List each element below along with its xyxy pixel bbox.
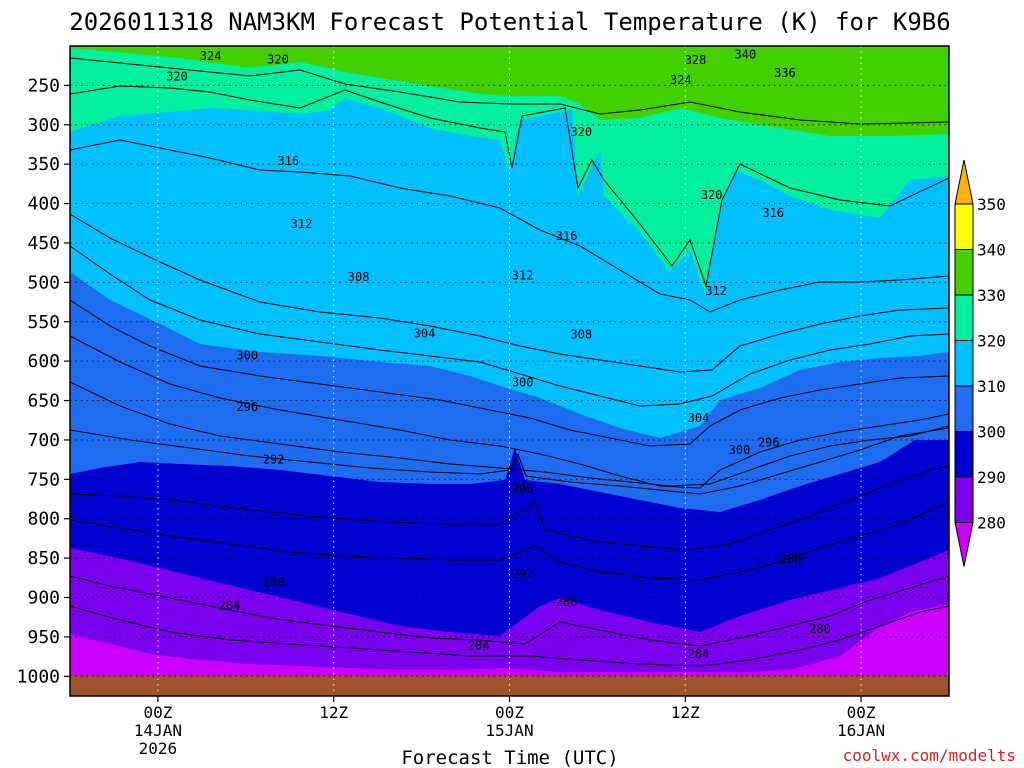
contour-label: 284 bbox=[688, 647, 710, 661]
y-tick-label: 250 bbox=[27, 75, 60, 96]
contour-label: 296 bbox=[758, 435, 780, 449]
chart-title: 2026011318 NAM3KM Forecast Potential Tem… bbox=[69, 8, 950, 36]
colorbar-band bbox=[954, 294, 974, 341]
contour-label: 320 bbox=[701, 188, 723, 202]
band-below-290 bbox=[70, 548, 949, 696]
y-tick-label: 900 bbox=[27, 588, 60, 609]
contour-label: 316 bbox=[556, 229, 578, 243]
contour-label: 284 bbox=[219, 598, 241, 612]
contour-label: 308 bbox=[348, 270, 370, 284]
colorbar-label: 350 bbox=[977, 195, 1006, 214]
grid-lines bbox=[70, 46, 949, 696]
colorbar-label: 310 bbox=[977, 377, 1006, 396]
y-tick-label: 400 bbox=[27, 194, 60, 215]
colorbar-label: 320 bbox=[977, 332, 1006, 351]
plot-area: 324 320 320 328 340 336 324 320 316 320 316 312 316 3… bbox=[70, 46, 949, 696]
contour-label-group: 324 320 320 328 340 336 324 320 316 320 316 312 316 3… bbox=[166, 48, 831, 662]
colorbar-band bbox=[954, 431, 974, 478]
y-tick-label: 800 bbox=[27, 509, 60, 530]
contour-label: 336 bbox=[774, 66, 796, 80]
colorbar-label: 340 bbox=[977, 241, 1006, 260]
contour-label: 304 bbox=[688, 411, 710, 425]
y-tick-label: 600 bbox=[27, 351, 60, 372]
y-tick-label: 500 bbox=[27, 272, 60, 293]
colorbar-band bbox=[954, 249, 974, 296]
y-tick-label: 850 bbox=[27, 548, 60, 569]
colorbar-label: 300 bbox=[977, 423, 1006, 442]
contour-label: 300 bbox=[512, 375, 534, 389]
x-tick-label: 2026 bbox=[139, 739, 178, 758]
colorbar: 280 290 300 310 320 330 340 350 bbox=[954, 159, 1006, 567]
contour-label: 296 bbox=[236, 400, 258, 414]
contour-label: 316 bbox=[762, 206, 784, 220]
contour-label: 312 bbox=[291, 217, 313, 231]
contour-label: 312 bbox=[705, 284, 727, 298]
contour-label: 316 bbox=[277, 154, 299, 168]
y-tick-label: 700 bbox=[27, 430, 60, 451]
contour-label: 324 bbox=[670, 73, 692, 87]
contour-label: 320 bbox=[166, 70, 188, 84]
x-tick-label: 15JAN bbox=[485, 721, 533, 740]
contour-label: 288 bbox=[780, 552, 802, 566]
colorbar-label: 280 bbox=[977, 514, 1006, 533]
colorbar-label: 330 bbox=[977, 286, 1006, 305]
contour-label: 288 bbox=[556, 595, 578, 609]
contour-label: 292 bbox=[263, 453, 285, 467]
colorbar-band bbox=[954, 203, 974, 250]
contour-label: 296 bbox=[512, 482, 534, 496]
y-tick-label: 550 bbox=[27, 312, 60, 333]
colorbar-top-arrow bbox=[954, 159, 974, 205]
x-tick-label: 00Z bbox=[143, 703, 172, 722]
contour-label: 312 bbox=[512, 268, 534, 282]
colorbar-bottom-arrow bbox=[954, 522, 974, 567]
y-tick-label: 650 bbox=[27, 391, 60, 412]
colorbar-band bbox=[954, 476, 974, 523]
y-tick-label: 300 bbox=[27, 115, 60, 136]
contour-label: 308 bbox=[570, 327, 592, 341]
contour-label: 320 bbox=[570, 125, 592, 139]
colorbar-band bbox=[954, 385, 974, 432]
contour-label: 280 bbox=[809, 622, 831, 636]
colorbar-label: 290 bbox=[977, 468, 1006, 487]
contour-label: 320 bbox=[267, 52, 289, 66]
x-tick-label: 12Z bbox=[319, 703, 348, 722]
contour-label: 328 bbox=[685, 53, 707, 67]
contour-label: 304 bbox=[414, 327, 436, 341]
contour-label: 340 bbox=[735, 48, 757, 62]
x-tick-label: 00Z bbox=[495, 703, 524, 722]
y-tick-label: 950 bbox=[27, 627, 60, 648]
y-axis: 250 300 350 400 450 500 550 600 650 700 750 800 850 9… bbox=[17, 75, 70, 687]
y-tick-label: 450 bbox=[27, 233, 60, 254]
contour-label: 284 bbox=[468, 639, 490, 653]
colorbar-band bbox=[954, 340, 974, 387]
band-below-280 bbox=[70, 604, 949, 696]
x-tick-label: 12Z bbox=[671, 703, 700, 722]
x-axis-label: Forecast Time (UTC) bbox=[401, 747, 618, 768]
x-tick-label: 14JAN bbox=[134, 721, 182, 740]
contour-label: 292 bbox=[512, 567, 534, 581]
x-tick-label: 16JAN bbox=[837, 721, 885, 740]
y-tick-label: 1000 bbox=[17, 666, 60, 687]
contour-label: 300 bbox=[236, 349, 258, 363]
contour-label: 300 bbox=[729, 443, 751, 457]
x-tick-label: 00Z bbox=[847, 703, 876, 722]
credit-text: coolwx.com/modelts bbox=[843, 746, 1016, 765]
y-tick-label: 350 bbox=[27, 154, 60, 175]
y-tick-label: 750 bbox=[27, 469, 60, 490]
ground-surface bbox=[70, 676, 949, 696]
contour-label: 324 bbox=[200, 49, 222, 63]
contour-label: 288 bbox=[263, 576, 285, 590]
